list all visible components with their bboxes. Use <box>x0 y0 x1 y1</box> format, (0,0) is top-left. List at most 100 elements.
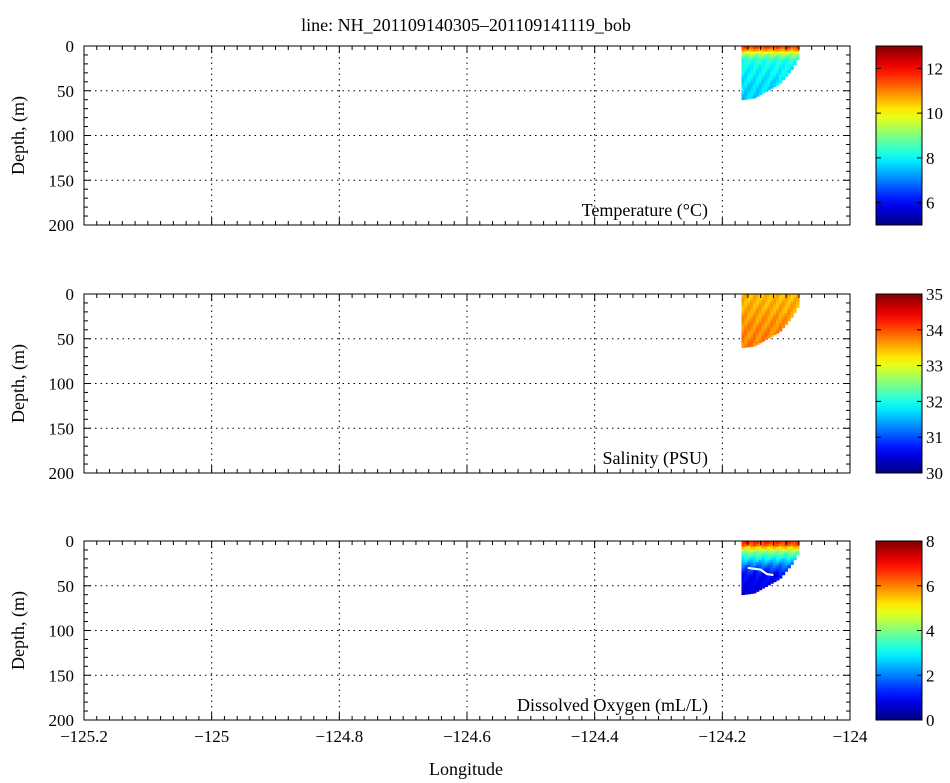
section-cell <box>770 315 774 319</box>
section-cell <box>744 46 748 50</box>
section-cell <box>761 564 766 568</box>
section-cell <box>758 331 763 336</box>
colorbar-tick-label: 12 <box>926 59 943 78</box>
colorbar-tick-label: 35 <box>926 285 943 304</box>
section-cell <box>775 557 780 562</box>
section-cell <box>767 573 771 578</box>
section-cell <box>747 294 751 298</box>
section-cell <box>793 48 797 52</box>
section-cell <box>747 61 751 66</box>
section-cell <box>758 299 763 303</box>
section-cell <box>790 46 794 50</box>
section-cell <box>755 585 760 590</box>
section-cell <box>767 84 771 88</box>
section-cell <box>775 560 780 564</box>
section-cell <box>741 336 745 341</box>
section-cell <box>747 551 751 555</box>
section-cell <box>770 309 774 314</box>
section-cell <box>796 551 800 555</box>
section-cell <box>778 554 783 558</box>
y-tick-label: 150 <box>49 666 75 685</box>
section-cell <box>767 329 771 333</box>
section-cell <box>750 332 754 336</box>
section-cell <box>747 90 751 95</box>
section-cell <box>773 541 777 545</box>
section-cell <box>773 81 777 85</box>
section-cell <box>755 80 760 84</box>
section-cell <box>796 296 800 300</box>
section-cell <box>758 91 763 96</box>
section-cell <box>744 88 748 92</box>
section-cell <box>770 317 774 321</box>
section-cell <box>744 80 748 84</box>
section-cell <box>741 67 745 71</box>
section-cell <box>744 586 748 590</box>
section-cell <box>784 318 789 323</box>
section-cell <box>775 68 780 72</box>
section-cell <box>773 59 777 63</box>
section-cell <box>744 554 748 558</box>
section-cell <box>747 333 751 337</box>
section-cell <box>770 299 774 303</box>
section-cell <box>773 294 777 298</box>
section-cell <box>770 330 774 335</box>
section-cell <box>744 64 748 68</box>
y-tick-label: 50 <box>57 330 74 349</box>
section-cell <box>755 564 760 569</box>
y-tick-label: 200 <box>49 216 75 235</box>
section-cell <box>775 299 780 303</box>
section-cell <box>758 323 763 327</box>
section-cell <box>781 296 786 300</box>
section-cell <box>764 562 768 566</box>
section-cell <box>741 304 745 308</box>
temperature-colorbar: 6 8 10 12 <box>875 45 943 226</box>
section-cell <box>752 324 757 328</box>
section-cell <box>787 296 791 300</box>
section-cell <box>747 562 751 566</box>
y-tick-label: 200 <box>49 711 75 730</box>
section-cell <box>747 591 751 595</box>
section-cell <box>790 314 794 318</box>
section-cell <box>767 551 771 556</box>
section-cell <box>761 307 766 311</box>
section-cell <box>781 325 786 329</box>
section-cell <box>752 546 757 550</box>
section-cell <box>770 548 774 553</box>
section-cell <box>793 307 797 311</box>
section-cell <box>767 67 771 72</box>
section-cell <box>796 299 800 303</box>
section-cell <box>761 325 766 329</box>
section-cell <box>790 48 794 52</box>
section-cell <box>767 324 771 328</box>
section-cell <box>773 331 777 336</box>
section-cell <box>741 344 745 349</box>
section-cell <box>787 56 791 60</box>
section-cell <box>773 70 777 74</box>
section-cell <box>744 344 748 348</box>
section-cell <box>761 322 766 326</box>
section-cell <box>784 543 789 548</box>
section-cell <box>778 564 783 569</box>
y-axis-title: Depth, (m) <box>8 344 29 423</box>
section-cell <box>775 330 780 334</box>
section-cell <box>758 320 763 325</box>
section-cell <box>761 79 766 84</box>
section-cell <box>784 568 789 572</box>
section-cell <box>761 74 766 78</box>
section-cell <box>741 543 745 547</box>
section-cell <box>784 307 789 312</box>
section-cell <box>755 551 760 555</box>
section-cell <box>752 576 757 580</box>
section-cell <box>767 78 771 83</box>
section-cell <box>752 579 757 583</box>
section-cell <box>747 77 751 81</box>
section-cell <box>744 588 748 593</box>
section-cell <box>781 71 786 76</box>
section-cell <box>755 588 760 592</box>
section-cell <box>764 331 768 335</box>
section-cell <box>761 572 766 576</box>
section-cell <box>790 61 794 65</box>
section-cell <box>758 559 763 564</box>
section-cell <box>787 318 791 322</box>
section-cell <box>752 543 757 548</box>
